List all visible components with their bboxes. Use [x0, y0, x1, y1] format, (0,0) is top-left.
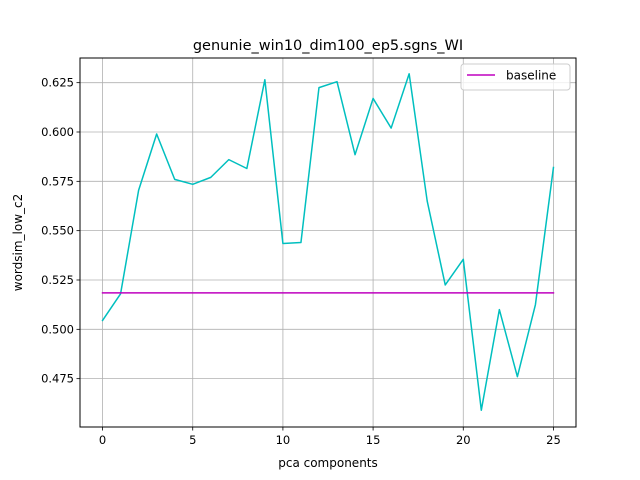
y-tick-label: 0.575: [41, 174, 74, 188]
x-tick-label: 20: [456, 433, 471, 447]
y-tick-label: 0.550: [41, 224, 74, 238]
y-tick-label: 0.500: [41, 322, 74, 336]
y-tick-label: 0.625: [41, 76, 74, 90]
y-tick-label: 0.475: [41, 372, 74, 386]
series-line-0: [101, 73, 555, 411]
x-tick-label: 15: [366, 433, 381, 447]
x-tick-label: 10: [276, 433, 291, 447]
x-axis: 0 5 10 15 20 25: [99, 427, 561, 447]
y-axis: 0.475 0.500 0.525 0.550 0.575 0.600 0.625: [41, 76, 80, 386]
legend-box: [460, 63, 571, 91]
series-layer: [101, 73, 555, 411]
x-tick-label: 5: [189, 433, 196, 447]
y-tick-label: 0.600: [41, 125, 74, 139]
x-tick-label: 0: [99, 433, 106, 447]
plot-frame: [79, 57, 577, 428]
chart-title: genunie_win10_dim100_ep5.sgns_WI: [193, 38, 463, 54]
y-tick-label: 0.525: [41, 273, 74, 287]
x-tick-label: 25: [546, 433, 561, 447]
legend-label-baseline: baseline: [506, 69, 556, 83]
y-axis-label: wordsim_low_c2: [11, 194, 25, 292]
legend: baseline: [460, 63, 571, 91]
x-axis-label: pca components: [278, 456, 378, 470]
